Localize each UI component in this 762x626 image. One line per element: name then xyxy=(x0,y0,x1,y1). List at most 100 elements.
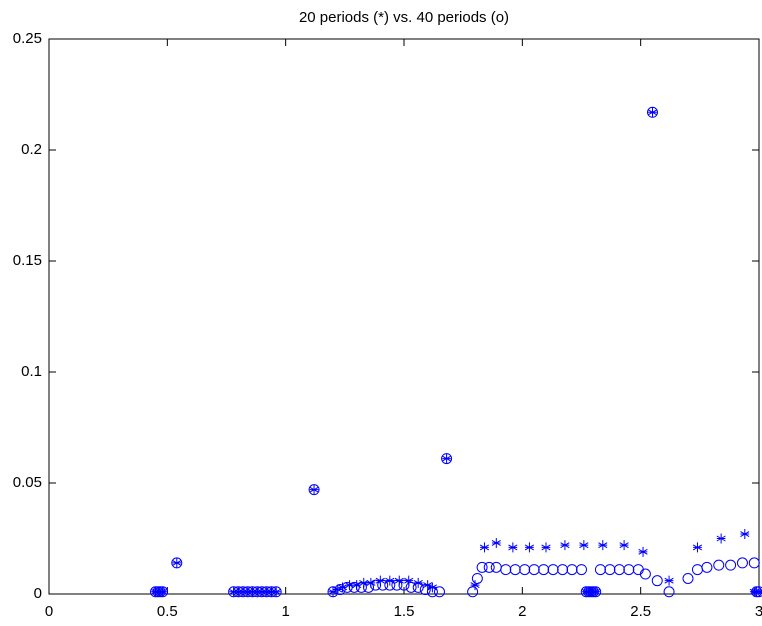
circle-point xyxy=(691,564,703,576)
star-point xyxy=(470,580,480,591)
circle-point xyxy=(748,557,760,569)
circle-point xyxy=(237,586,249,598)
y-tick-label: 0.25 xyxy=(13,30,42,47)
circle-point xyxy=(434,586,445,598)
circle-point xyxy=(426,586,438,598)
circle-point xyxy=(247,586,259,598)
circle-point xyxy=(725,559,737,571)
circle-point xyxy=(152,586,164,598)
circle-point xyxy=(256,586,268,598)
star-point xyxy=(638,546,648,557)
circle-point xyxy=(509,564,521,576)
circle-point xyxy=(651,575,663,587)
circle-point xyxy=(590,586,602,598)
circle-point xyxy=(490,561,502,573)
circle-point xyxy=(647,106,658,118)
star-point xyxy=(619,540,629,551)
x-tick-label: 1.5 xyxy=(394,603,415,620)
x-tick-label: 2 xyxy=(518,603,526,620)
x-tick-label: 0 xyxy=(45,603,53,620)
circle-point xyxy=(623,564,635,576)
x-tick-label: 3 xyxy=(755,603,762,620)
circle-point xyxy=(384,579,396,591)
circle-point xyxy=(228,586,240,598)
circle-point xyxy=(171,557,183,569)
circle-point xyxy=(242,586,254,598)
star-point xyxy=(385,575,395,586)
circle-point xyxy=(377,579,389,591)
star-point xyxy=(716,533,726,544)
circle-point xyxy=(270,586,282,598)
circle-point xyxy=(334,584,346,596)
star-point xyxy=(740,529,750,540)
star-point xyxy=(754,586,762,597)
circle-point xyxy=(412,581,424,593)
y-tick-label: 0.05 xyxy=(13,474,42,491)
circle-point xyxy=(261,586,273,598)
y-tick-label: 0.15 xyxy=(13,252,42,269)
star-point xyxy=(524,542,535,553)
star-point xyxy=(172,557,182,568)
circle-point xyxy=(576,564,587,576)
circle-point xyxy=(483,561,495,573)
circle-point xyxy=(405,581,417,593)
y-tick-label: 0 xyxy=(34,585,42,602)
circle-point xyxy=(150,586,161,598)
circle-point xyxy=(419,584,431,596)
plot-frame xyxy=(48,38,760,595)
circle-point xyxy=(355,581,367,593)
circle-point xyxy=(251,586,263,598)
circle-point xyxy=(587,586,599,598)
circle-point xyxy=(682,572,694,584)
circle-point xyxy=(538,564,550,576)
circle-point xyxy=(398,579,410,591)
circle-point xyxy=(327,586,339,598)
circle-point xyxy=(471,572,483,584)
circle-point xyxy=(613,564,625,576)
x-tick-label: 2.5 xyxy=(630,603,651,620)
circle-point xyxy=(500,564,512,576)
star-point xyxy=(309,484,319,495)
circle-point xyxy=(736,557,748,569)
circle-point xyxy=(363,581,374,593)
chart-title: 20 periods (*) vs. 40 periods (o) xyxy=(299,9,509,26)
circle-point xyxy=(632,564,644,576)
circle-point xyxy=(701,561,713,573)
y-tick-label: 0.1 xyxy=(21,363,42,380)
star-point xyxy=(328,586,338,597)
star-point xyxy=(647,107,658,118)
x-tick-label: 1 xyxy=(281,603,289,620)
star-point xyxy=(491,537,501,548)
star-point xyxy=(560,540,570,551)
star-point xyxy=(404,575,414,586)
circle-point xyxy=(663,586,675,598)
circle-point xyxy=(580,586,592,598)
circle-point xyxy=(348,581,360,593)
star-point xyxy=(508,542,518,553)
circle-point xyxy=(604,564,616,576)
circle-point xyxy=(594,564,606,576)
circle-point xyxy=(519,564,531,576)
circle-point xyxy=(467,586,479,598)
circle-point xyxy=(583,586,595,598)
circle-point xyxy=(753,586,762,598)
star-point xyxy=(479,542,490,553)
star-point xyxy=(541,542,551,553)
circle-point xyxy=(157,586,169,598)
circle-point xyxy=(528,564,540,576)
circle-point xyxy=(557,564,569,576)
star-point xyxy=(598,540,608,551)
star-point xyxy=(413,577,423,588)
circle-point xyxy=(566,564,578,576)
star-point xyxy=(442,453,452,464)
star-point xyxy=(664,575,674,586)
circle-point xyxy=(547,564,559,576)
y-tick-label: 0.2 xyxy=(21,141,42,158)
circle-point xyxy=(585,586,597,598)
circle-point xyxy=(476,561,488,573)
circle-point xyxy=(341,581,353,593)
circle-point xyxy=(370,579,382,591)
circle-point xyxy=(308,484,320,496)
